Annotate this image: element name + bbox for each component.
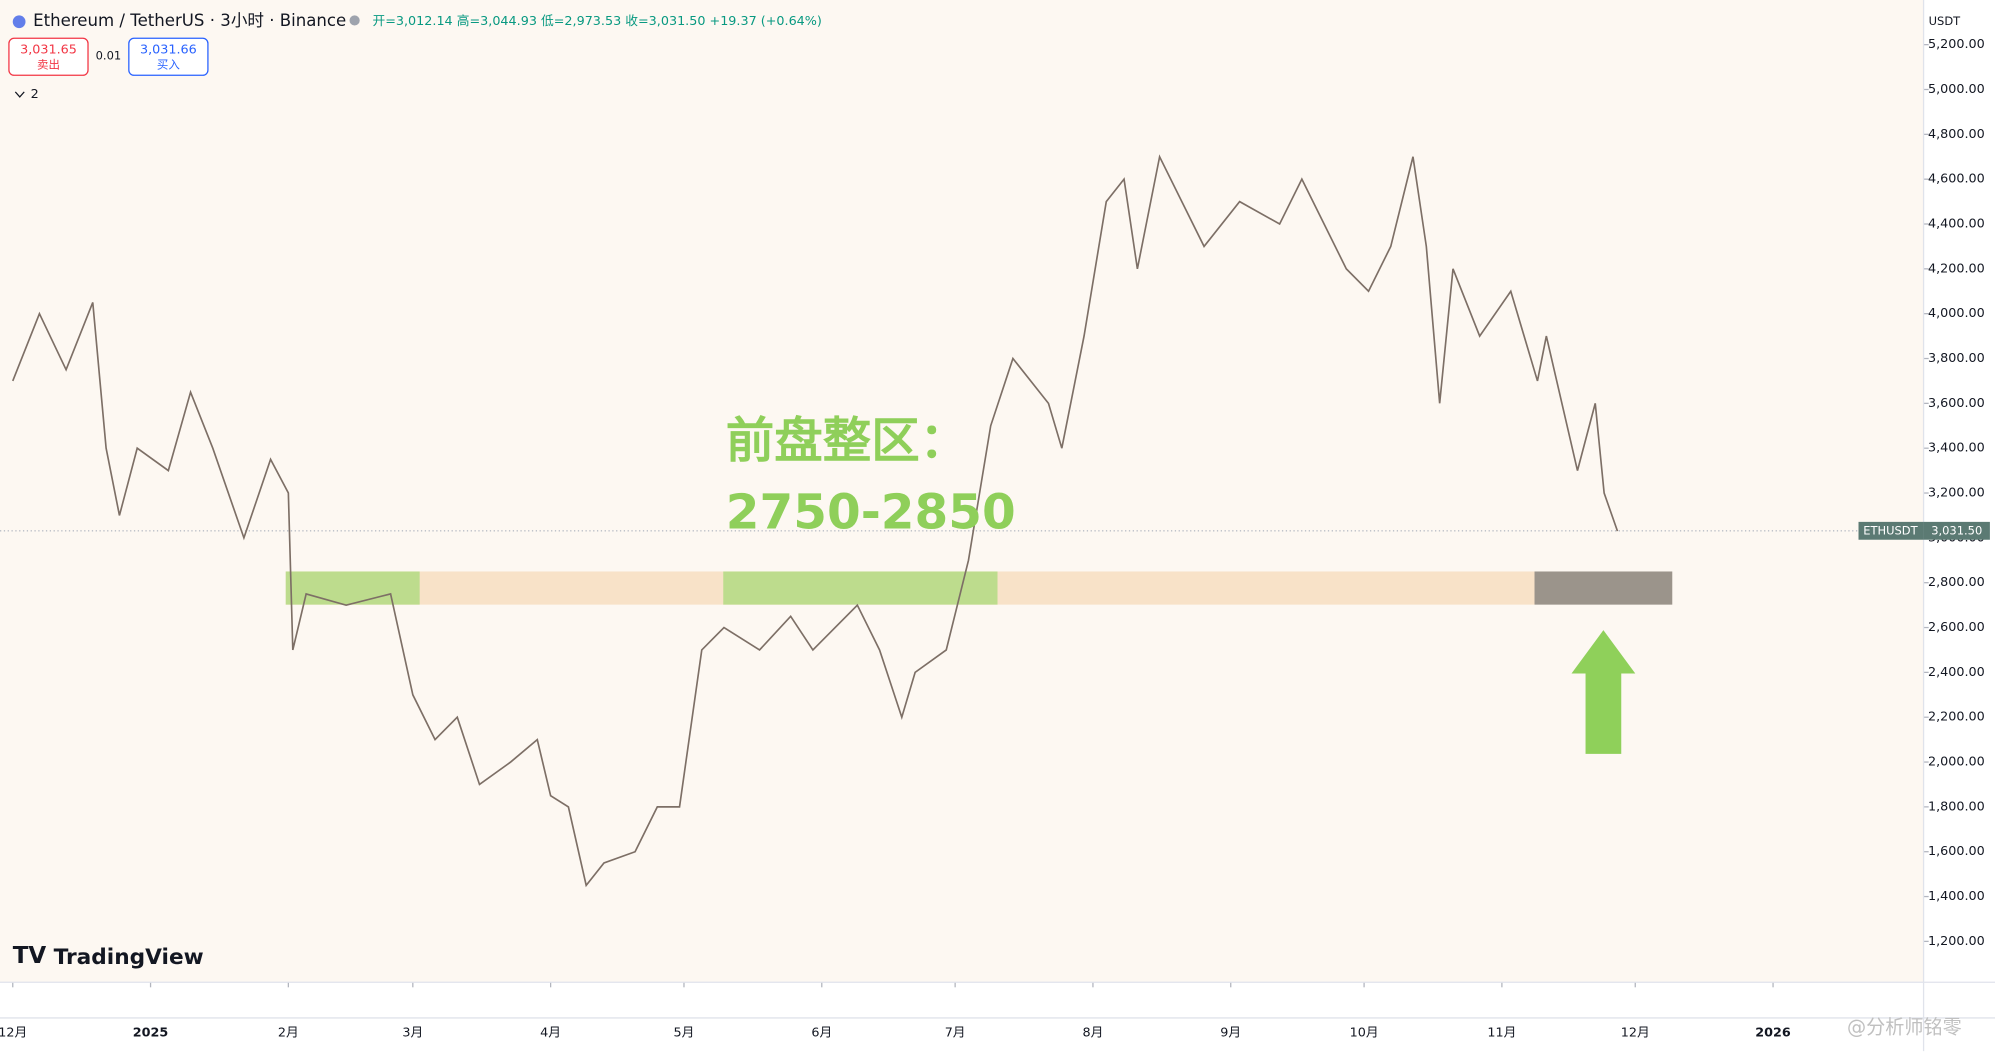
- tv-logo: 𝗧𝗩: [13, 942, 47, 968]
- y-tick-label: 1,400.00: [1928, 889, 1985, 904]
- annotation: 2750-2850: [726, 484, 1016, 540]
- y-tick-label: 4,200.00: [1928, 261, 1985, 276]
- currency[interactable]: USDT: [1929, 14, 1962, 28]
- zone-band: [1534, 571, 1673, 605]
- x-tick-label: 3月: [402, 1026, 423, 1041]
- y-tick-label: 2,600.00: [1928, 620, 1985, 635]
- y-tick-label: 3,200.00: [1928, 486, 1985, 501]
- buy-button[interactable]: [128, 37, 209, 76]
- buy-label: 买入: [157, 58, 180, 72]
- x-tick-label: 9月: [1220, 1026, 1241, 1041]
- x-tick-label: 6月: [811, 1026, 832, 1041]
- x-tick-label: 10月: [1350, 1026, 1379, 1041]
- y-tick-label: 4,400.00: [1928, 217, 1985, 232]
- status-dot: [349, 15, 360, 26]
- coin-icon: [12, 15, 26, 29]
- y-tick-label: 2,200.00: [1928, 710, 1985, 725]
- ohlc: 开=3,012.14 高=3,044.93 低=2,973.53 收=3,031…: [372, 13, 821, 29]
- up-arrow: [1571, 630, 1636, 754]
- y-tick-label: 5,000.00: [1928, 82, 1985, 97]
- y-tick-label: 1,800.00: [1928, 799, 1985, 814]
- price-tag-symbol-text: ETHUSDT: [1863, 523, 1918, 537]
- y-tick-label: 4,800.00: [1928, 127, 1985, 142]
- spread: 0.01: [96, 49, 122, 63]
- price-tag-symbol: [1858, 521, 1924, 540]
- watermark: @分析师铭零: [1847, 1016, 1962, 1039]
- buy-price: 3,031.66: [140, 42, 197, 57]
- y-tick-label: 5,200.00: [1928, 37, 1985, 52]
- brand: TradingView: [54, 945, 204, 970]
- x-tick-label: 7月: [945, 1026, 966, 1041]
- x-tick-label: 2025: [133, 1026, 169, 1041]
- price-line-series: [11, 154, 1619, 888]
- x-tick-label: 2026: [1755, 1026, 1791, 1041]
- collapse-icon[interactable]: [14, 91, 25, 98]
- sell-label: 卖出: [37, 58, 60, 72]
- y-tick-label: 2,800.00: [1928, 575, 1985, 590]
- price-tag: [1923, 521, 1990, 540]
- sell-button[interactable]: [8, 37, 89, 76]
- x-tick-label: 8月: [1082, 1026, 1103, 1041]
- y-tick-label: 2,000.00: [1928, 755, 1985, 770]
- x-tick-label: 12月: [0, 1026, 27, 1041]
- sell-price: 3,031.65: [20, 42, 77, 57]
- y-tick-label: 1,600.00: [1928, 844, 1985, 859]
- zone-band: [723, 571, 998, 605]
- plot-background: [0, 0, 1924, 983]
- y-tick-label: 3,400.00: [1928, 441, 1985, 456]
- x-tick-label: 2月: [278, 1026, 299, 1041]
- y-tick-label: 4,600.00: [1928, 172, 1985, 187]
- indicator-count: 2: [31, 87, 39, 102]
- x-tick-label: 4月: [540, 1026, 561, 1041]
- x-tick-label: 12月: [1621, 1026, 1650, 1041]
- price-tag-text: 3,031.50: [1931, 523, 1982, 537]
- zone-band: [285, 571, 420, 605]
- y-tick-label: 3,800.00: [1928, 351, 1985, 366]
- y-tick-label: 1,200.00: [1928, 934, 1985, 949]
- chart-title: Ethereum / TetherUS · 3小时 · Binance: [33, 11, 346, 30]
- annotation: 前盘整区：: [726, 413, 968, 469]
- y-tick-label: 3,600.00: [1928, 396, 1985, 411]
- x-tick-label: 11月: [1487, 1026, 1516, 1041]
- x-tick-label: 5月: [674, 1026, 695, 1041]
- y-tick-label: 2,400.00: [1928, 665, 1985, 680]
- y-tick-label: 4,000.00: [1928, 306, 1985, 321]
